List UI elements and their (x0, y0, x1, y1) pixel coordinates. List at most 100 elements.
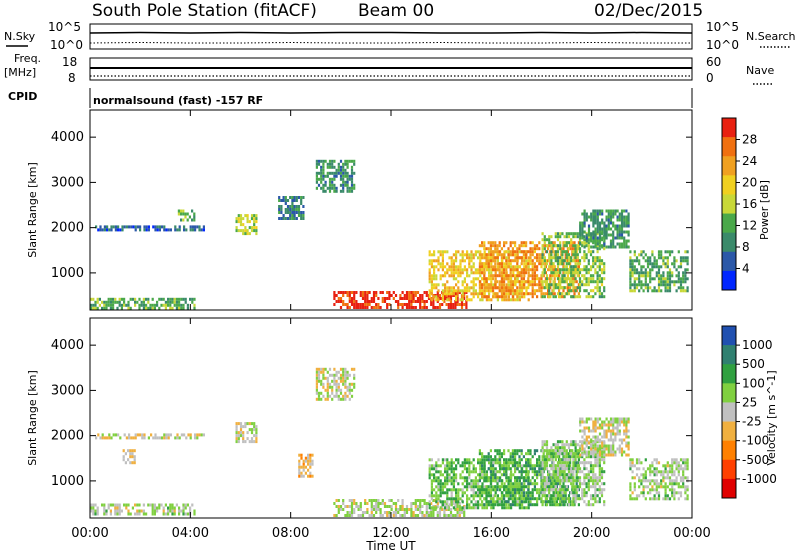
power-cells-cell (403, 297, 406, 300)
power-cells-cell (485, 283, 488, 287)
power-cells-cell (120, 303, 123, 307)
vel-cells-cell (603, 458, 606, 462)
power-cells-cell (579, 233, 582, 237)
vel-cells-cell (322, 394, 325, 398)
power-cells-cell (470, 271, 473, 275)
power-cells-cell (470, 256, 473, 260)
power-cells-cell (576, 256, 579, 260)
vel-cells-cell (533, 473, 536, 477)
power-cells-cell (460, 300, 464, 303)
vel-cells-cell (463, 461, 466, 465)
power-cells-cell (412, 297, 415, 300)
vel-cells-cell (162, 506, 165, 510)
power-cells-cell (494, 250, 497, 254)
vel-cells-cell (531, 464, 534, 468)
vel-cells-cell (492, 467, 495, 471)
power-cells-cell (153, 303, 156, 307)
vel-cells-cell (598, 455, 601, 459)
power-cells-cell (454, 306, 457, 309)
vel-cells-cell (184, 506, 187, 510)
power-cells-cell (457, 286, 460, 290)
vel-cells-cell (581, 488, 584, 492)
vel-cells-cell (529, 479, 532, 483)
vel-cells-cell (679, 479, 683, 483)
vel-cells-cell (538, 470, 541, 474)
power-cells-cell (302, 214, 305, 217)
vel-cells-cell (518, 491, 521, 495)
power-cells-cell (651, 262, 654, 266)
power-cells-cell (295, 196, 298, 199)
vel-cells-cell (489, 500, 492, 504)
power-cells-cell (433, 274, 436, 278)
vel-cells-cell (509, 452, 512, 456)
power-cells-cell (510, 298, 513, 302)
vel-cells-cell (556, 473, 560, 477)
power-cells-cell (120, 297, 123, 301)
vel-cells-cell (596, 461, 599, 465)
power-cells-cell (675, 259, 678, 263)
power-cells-cell (649, 277, 652, 281)
vel-cells-cell (239, 431, 243, 435)
vel-cells-cell (500, 500, 503, 504)
power-cells-cell (353, 171, 356, 175)
power-cells-cell (346, 183, 349, 187)
power-cells-cell (421, 297, 424, 300)
power-cells-cell (492, 283, 495, 287)
vel-cells-cell (487, 467, 490, 471)
power-cells-cell (600, 283, 604, 287)
vel-cells-cell (386, 514, 389, 517)
vel-cells-cell (414, 508, 417, 511)
power-cells-cell (510, 283, 513, 287)
vel-cells-cell (545, 452, 549, 456)
power-cells-cell (492, 250, 495, 254)
vel-cells-cell (428, 500, 431, 504)
power-cells-cell (523, 256, 526, 260)
vel-cells-cell (492, 470, 495, 474)
vel-cells-cell (541, 473, 544, 477)
power-cells-cell (625, 224, 628, 228)
power-cells-cell (570, 238, 573, 242)
vel-cells-cell (448, 479, 451, 483)
vel-cells-cell (123, 433, 126, 437)
power-cells-cell (578, 262, 582, 266)
vel-cells-cell (357, 514, 360, 517)
power-cells-cell (147, 228, 150, 232)
vel-cells-cell (500, 503, 503, 507)
power-cells-cell (590, 215, 593, 219)
vel-cells-cell (559, 446, 562, 450)
vel-cells-cell (501, 467, 504, 471)
power-cells-cell (581, 274, 584, 278)
power-cells-cell (355, 306, 358, 309)
power-cells-cell (488, 268, 491, 272)
power-cells-cell (596, 250, 599, 254)
power-cells-cell (572, 280, 575, 284)
vel-cells-cell (490, 485, 493, 489)
vel-cells-cell (563, 467, 566, 471)
vel-cells-cell (136, 512, 139, 516)
power-cells-cell (350, 177, 354, 181)
vel-cells-cell (662, 473, 665, 477)
vel-cells-cell (679, 467, 683, 471)
power-cells-cell (516, 277, 519, 281)
vel-cells-cell (684, 491, 687, 495)
power-cells-cell (92, 303, 95, 307)
vel-cells-cell (649, 491, 652, 495)
power-cells-cell (439, 265, 442, 269)
power-cells-cell (525, 286, 528, 290)
vel-cells-cell (452, 506, 455, 510)
vel-cells-cell (525, 458, 528, 462)
power-cells-cell (545, 280, 549, 284)
power-cells-cell (554, 244, 557, 248)
power-cells-cell (472, 265, 475, 269)
power-cells-cell (430, 298, 433, 302)
power-cells-cell (609, 239, 613, 243)
vel-cells-cell (567, 470, 571, 474)
power-cells-cell (315, 186, 318, 190)
power-cells-cell (522, 250, 525, 254)
vel-cells-cell (494, 449, 497, 453)
power-cells-cell (483, 277, 486, 281)
power-cells-cell (552, 256, 555, 260)
vel-cells-cell (570, 449, 573, 453)
vel-cells-cell (563, 461, 566, 465)
vel-cells-cell (625, 423, 628, 427)
